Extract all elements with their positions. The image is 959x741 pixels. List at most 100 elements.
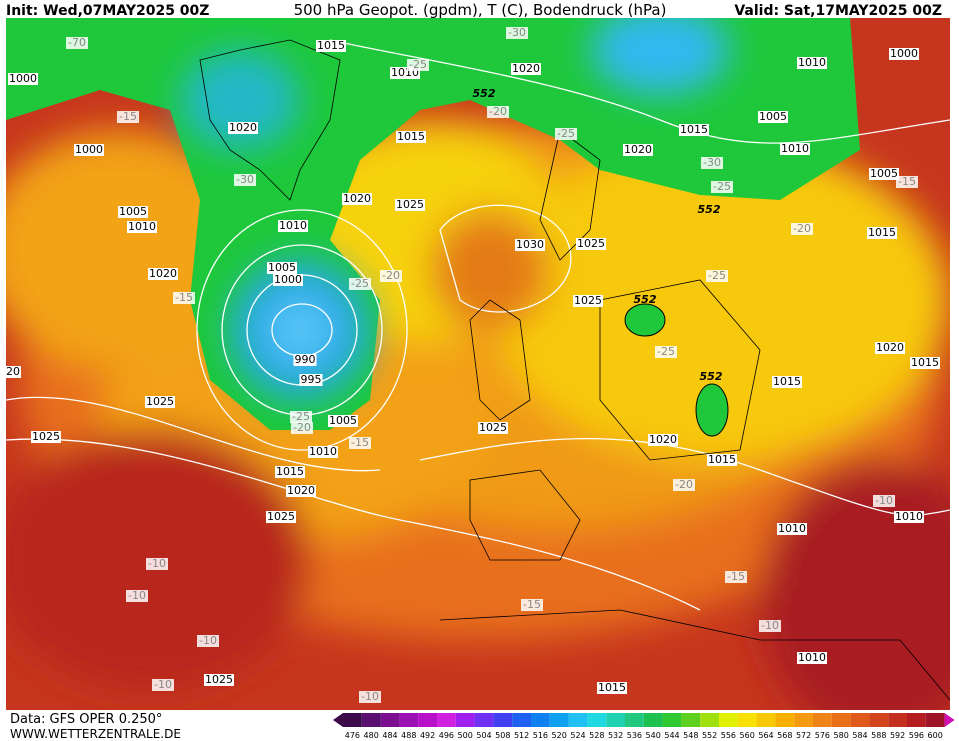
scale-arrow-left: [333, 713, 343, 727]
scale-swatch: [455, 713, 475, 727]
scale-swatch: [531, 713, 550, 727]
pressure-label-bg: [204, 674, 234, 686]
pressure-label-bg: [869, 168, 899, 180]
pressure-label-bg: [286, 485, 316, 497]
scale-label: 496: [439, 731, 454, 740]
pressure-label-bg: [758, 111, 788, 123]
temperature-label: -20: [293, 421, 311, 434]
temp-label-bg: [521, 599, 543, 611]
geopotential-label: 552: [473, 87, 496, 100]
pressure-label-bg: [889, 48, 919, 60]
scale-swatch: [794, 713, 813, 727]
scale-swatch: [813, 713, 832, 727]
scale-label: 596: [909, 731, 924, 740]
pressure-label: 1025: [577, 237, 605, 250]
pressure-label: 1015: [911, 356, 939, 369]
temperature-label: -15: [898, 175, 916, 188]
pressure-label: 1005: [329, 414, 357, 427]
scale-label: 504: [476, 731, 491, 740]
pressure-label-bg: [228, 122, 258, 134]
temp-label-bg: [359, 691, 381, 703]
temp-label-bg: [725, 571, 747, 583]
temp-label-bg: [791, 223, 813, 235]
scale-label: 500: [458, 731, 473, 740]
temp-label-bg: [896, 176, 918, 188]
pressure-label-bg: [576, 238, 606, 250]
pressure-label-bg: [478, 422, 508, 434]
scale-label: 560: [740, 731, 755, 740]
pressure-label-bg: [278, 220, 308, 232]
temp-label-bg: [152, 679, 174, 691]
temperature-label: -20: [793, 222, 811, 235]
scale-swatch: [380, 713, 400, 727]
scale-label: 524: [570, 731, 585, 740]
pressure-label: 1005: [268, 261, 296, 274]
pressure-label: 1005: [870, 167, 898, 180]
pressure-label: 1025: [32, 430, 60, 443]
pressure-label: 1020: [229, 121, 257, 134]
pressure-label: 1030: [516, 238, 544, 251]
temp-label-bg: [711, 181, 733, 193]
scale-swatch: [606, 713, 625, 727]
temperature-label: -10: [761, 619, 779, 632]
scale-swatch: [343, 713, 362, 727]
data-source: Data: GFS OPER 0.250°: [10, 712, 162, 727]
temperature-label: -25: [351, 277, 369, 290]
pressure-label-bg: [145, 396, 175, 408]
temperature-label: -15: [727, 570, 745, 583]
scale-swatch: [549, 713, 569, 727]
temperature-label: -25: [557, 127, 575, 140]
pressure-label: 995: [301, 373, 322, 386]
temp-label-bg: [555, 128, 577, 140]
temp-label-bg: [673, 479, 695, 491]
scale-label: 488: [401, 731, 416, 740]
temperature-label: -25: [713, 180, 731, 193]
temp-label-bg: [291, 422, 313, 434]
pressure-label-bg: [267, 262, 297, 274]
pressure-label-bg: [867, 227, 897, 239]
map-title: 500 hPa Geopot. (gpdm), T (C), Bodendruc…: [294, 1, 667, 19]
pressure-label: 1015: [276, 465, 304, 478]
scale-swatch: [850, 713, 870, 727]
temp-label-bg: [873, 495, 895, 507]
pressure-label-bg: [573, 295, 603, 307]
pressure-label-bg: [707, 454, 737, 466]
pressure-label: 1020: [287, 484, 315, 497]
temperature-label: -25: [409, 58, 427, 71]
pressure-label: 990: [295, 353, 316, 366]
geopotential-label: 552: [698, 203, 721, 216]
scale-swatch: [925, 713, 945, 727]
scale-swatch: [831, 713, 851, 727]
pressure-label-bg: [777, 523, 807, 535]
scale-label: 580: [834, 731, 849, 740]
temp-label-bg: [146, 558, 168, 570]
scale-swatch: [512, 713, 531, 727]
temp-label-bg: [407, 59, 429, 71]
scale-swatch: [700, 713, 719, 727]
pressure-label-bg: [396, 131, 426, 143]
pressure-label: 1015: [598, 681, 626, 694]
temperature-label: -30: [508, 26, 526, 39]
scale-swatch: [719, 713, 738, 727]
temperature-label: -30: [703, 156, 721, 169]
pressure-label: 1015: [317, 39, 345, 52]
pressure-label-bg: [910, 357, 940, 369]
temp-label-bg: [759, 620, 781, 632]
scale-label: 548: [683, 731, 698, 740]
pressure-label: 1010: [798, 651, 826, 664]
scale-label: 576: [815, 731, 830, 740]
scale-swatch: [907, 713, 926, 727]
pressure-label: 1005: [759, 110, 787, 123]
pressure-label: 1020: [649, 433, 677, 446]
pressure-label: 1000: [890, 47, 918, 60]
scale-label: 556: [721, 731, 736, 740]
pressure-label-bg: [316, 40, 346, 52]
temp-label-bg: [655, 346, 677, 358]
pressure-label-bg: [293, 354, 317, 366]
pressure-label: 1020: [876, 341, 904, 354]
pressure-label-bg: [395, 199, 425, 211]
scale-label: 592: [890, 731, 905, 740]
temp-label-bg: [701, 157, 723, 169]
scale-swatch: [737, 713, 757, 727]
scale-label: 508: [495, 731, 510, 740]
